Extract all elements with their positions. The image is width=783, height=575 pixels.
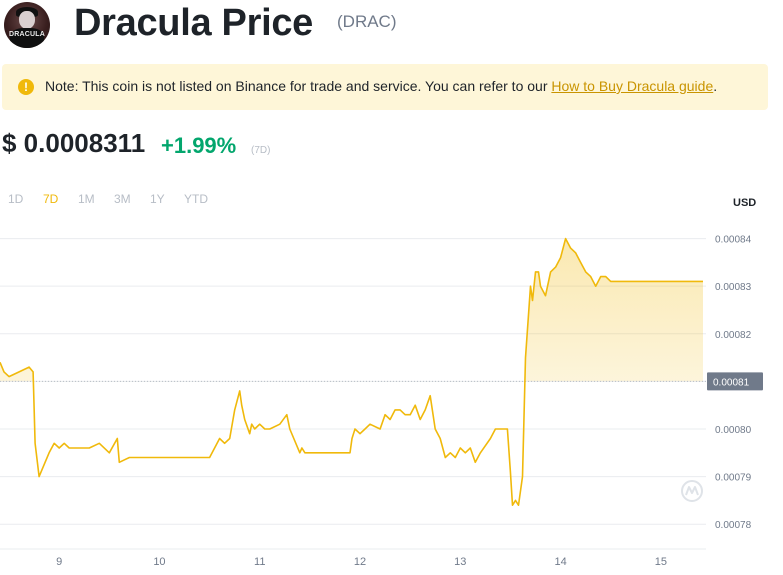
note-suffix: . — [713, 78, 718, 94]
y-tick-label: 0.00078 — [715, 520, 752, 531]
chart-series-line-group — [0, 237, 703, 506]
current-price-label: 0.00081 — [707, 372, 763, 391]
y-tick-label: 0.00080 — [715, 425, 752, 436]
exclamation-icon: ! — [18, 79, 34, 95]
range-tab-ytd[interactable]: YTD — [184, 192, 208, 206]
coinmarketcap-icon — [681, 480, 703, 502]
current-price: $ 0.0008311 — [2, 128, 146, 158]
dracula-logo: DRACULA — [4, 2, 50, 48]
note-text: Note: This coin is not listed on Binance… — [45, 78, 717, 94]
x-tick-label: 11 — [254, 556, 265, 568]
range-tab-1y[interactable]: 1Y — [150, 192, 165, 206]
page-title: Dracula Price — [74, 2, 314, 44]
logo-face — [19, 11, 35, 29]
price-chart[interactable]: 0.00084 0.00083 0.00082 0.00081 0.00080 0.000… — [0, 210, 783, 575]
y-tick-label: 0.00083 — [715, 282, 752, 293]
x-tick-label: 14 — [554, 556, 566, 568]
x-axis-ticks: 9 10 11 12 13 14 15 — [56, 556, 667, 568]
range-tab-1d[interactable]: 1D — [8, 192, 24, 206]
price-series-line — [0, 237, 703, 506]
range-tab-1m[interactable]: 1M — [78, 192, 95, 206]
change-period: (7D) — [251, 145, 271, 156]
coin-header: DRACULA Dracula Price (DRAC) — [0, 0, 783, 56]
coin-symbol: (DRAC) — [337, 12, 397, 31]
range-tab-7d[interactable]: 7D — [43, 192, 59, 206]
x-tick-label: 10 — [153, 556, 165, 568]
x-tick-label: 9 — [56, 556, 62, 568]
x-tick-label: 13 — [454, 556, 466, 568]
y-tick-label: 0.00084 — [715, 235, 752, 246]
current-price-label-text: 0.00081 — [713, 377, 750, 388]
how-to-buy-link[interactable]: How to Buy Dracula guide — [551, 78, 714, 94]
chart-area-fill — [0, 238, 703, 382]
currency-label: USD — [733, 197, 757, 209]
x-tick-label: 12 — [354, 556, 366, 568]
logo-text: DRACULA — [8, 31, 45, 38]
x-tick-label: 15 — [655, 556, 667, 568]
area-fill — [0, 238, 703, 382]
range-tab-3m[interactable]: 3M — [114, 192, 131, 206]
price-change: +1.99% — [161, 133, 237, 158]
y-tick-label: 0.00082 — [715, 330, 752, 341]
note-message: Note: This coin is not listed on Binance… — [45, 78, 552, 94]
y-tick-label: 0.00079 — [715, 473, 752, 484]
listing-note: ! Note: This coin is not listed on Binan… — [2, 64, 768, 110]
logo-cape — [10, 28, 44, 48]
